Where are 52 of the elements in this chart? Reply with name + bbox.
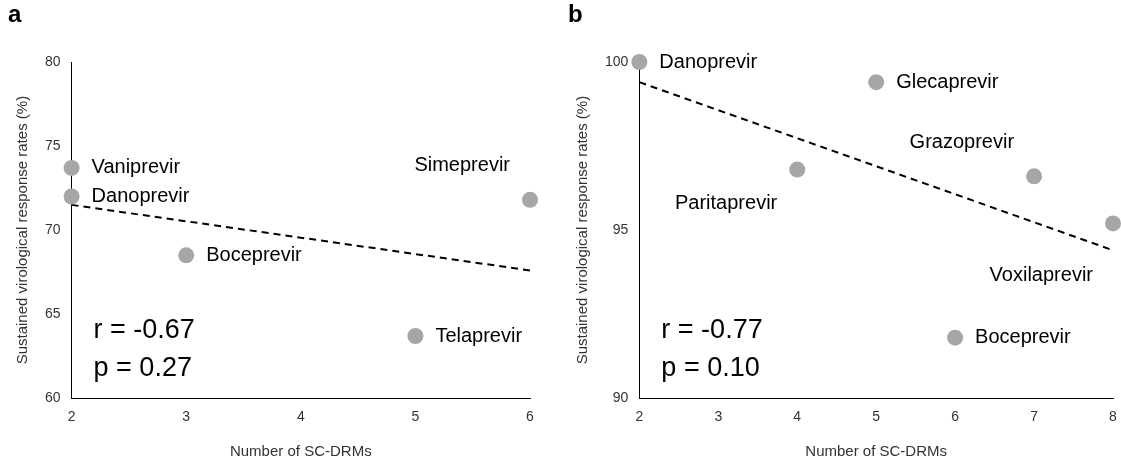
x-tick-label: 5: [872, 408, 881, 425]
annotation: Boceprevir: [206, 242, 303, 265]
point: [63, 188, 80, 205]
chart-title: a: [8, 0, 22, 28]
annotation: Grazoprevir: [909, 129, 1015, 152]
x-tick-label: 7: [1030, 408, 1039, 425]
annotation: Telaprevir: [435, 323, 523, 346]
y-tick-label: 100: [605, 52, 629, 69]
point: [407, 328, 424, 344]
y-tick-label: 60: [44, 389, 61, 406]
y-tick-label: 65: [44, 305, 61, 322]
x-tick-label: 2: [635, 408, 644, 425]
x-tick-label: 6: [526, 408, 535, 425]
y-axis-title: Sustained virological response rates (%): [13, 95, 31, 365]
y-tick-label: 95: [612, 220, 629, 237]
y-tick-label: 75: [44, 136, 61, 153]
annotation: Simeprevir: [414, 153, 511, 176]
point: [868, 74, 885, 91]
x-tick-label: 3: [714, 408, 723, 425]
chart-title: b: [568, 0, 583, 28]
annotation: Vaniprevir: [91, 155, 181, 178]
annotation: Danoprevir: [659, 49, 758, 72]
point: [631, 54, 648, 70]
y-tick-label: 80: [44, 52, 61, 69]
x-tick-label: 4: [296, 408, 305, 425]
point: [947, 329, 964, 346]
x-tick-label: 4: [793, 408, 802, 425]
annotation: Danoprevir: [91, 184, 190, 206]
point: [178, 247, 195, 264]
x-tick-label: 2: [67, 408, 76, 425]
x-axis-title: Number of SC-DRMs: [805, 442, 948, 460]
x-tick-label: 8: [1109, 408, 1118, 425]
x-tick-label: 3: [182, 408, 191, 425]
point: [63, 159, 80, 176]
annotation: Paritaprevir: [674, 191, 778, 214]
point: [522, 191, 538, 208]
y-axis-title: Sustained virological response rates (%): [573, 95, 591, 365]
y-tick-label: 90: [612, 389, 629, 406]
point: [789, 161, 806, 178]
y-tick-label: 70: [44, 220, 61, 237]
x-tick-label: 5: [411, 408, 420, 425]
annotation: Boceprevir: [975, 325, 1072, 348]
annotation: p = 0.10: [661, 351, 760, 382]
point: [1105, 215, 1121, 232]
point: [1026, 168, 1043, 185]
annotation: Voxilaprevir: [989, 262, 1094, 285]
x-tick-label: 6: [951, 408, 960, 425]
annotation: p = 0.27: [93, 351, 192, 382]
x-axis-title: Number of SC-DRMs: [229, 442, 372, 460]
annotation: r = -0.67: [93, 313, 195, 344]
annotation: Glecaprevir: [896, 69, 999, 92]
annotation: r = -0.77: [661, 313, 763, 344]
